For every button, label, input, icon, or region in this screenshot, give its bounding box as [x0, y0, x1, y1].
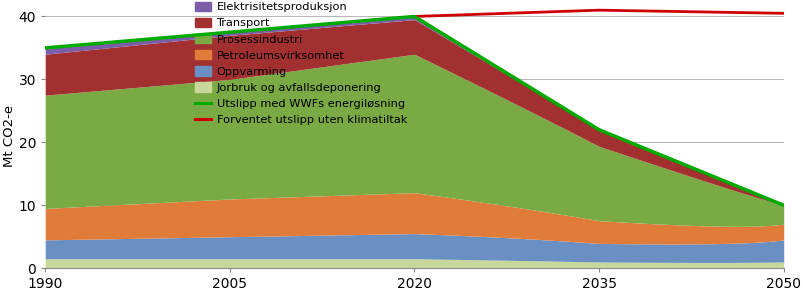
Legend: Elektrisitetsproduksjon, Transport, Prosessindustri, Petroleumsvirksomhet, Oppva: Elektrisitetsproduksjon, Transport, Pros… [194, 2, 406, 125]
Y-axis label: Mt CO2-e: Mt CO2-e [2, 105, 16, 167]
